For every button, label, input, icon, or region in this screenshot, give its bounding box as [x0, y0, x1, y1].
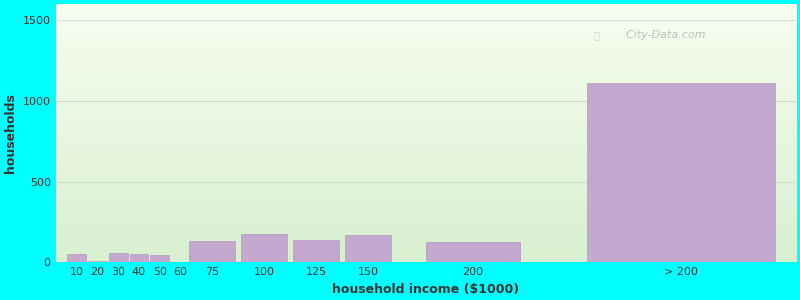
Bar	[130, 254, 148, 262]
Bar	[241, 234, 287, 262]
Text: 🔍: 🔍	[593, 30, 599, 40]
Bar	[109, 253, 127, 262]
X-axis label: household income ($1000): household income ($1000)	[332, 283, 519, 296]
Y-axis label: households: households	[4, 93, 17, 173]
Bar	[150, 255, 170, 262]
Text: City-Data.com: City-Data.com	[619, 30, 706, 40]
Bar	[88, 261, 106, 262]
Bar	[294, 240, 339, 262]
Bar	[67, 254, 86, 262]
Bar	[587, 83, 775, 262]
Bar	[189, 242, 235, 262]
Bar	[426, 242, 519, 262]
Bar	[346, 235, 391, 262]
